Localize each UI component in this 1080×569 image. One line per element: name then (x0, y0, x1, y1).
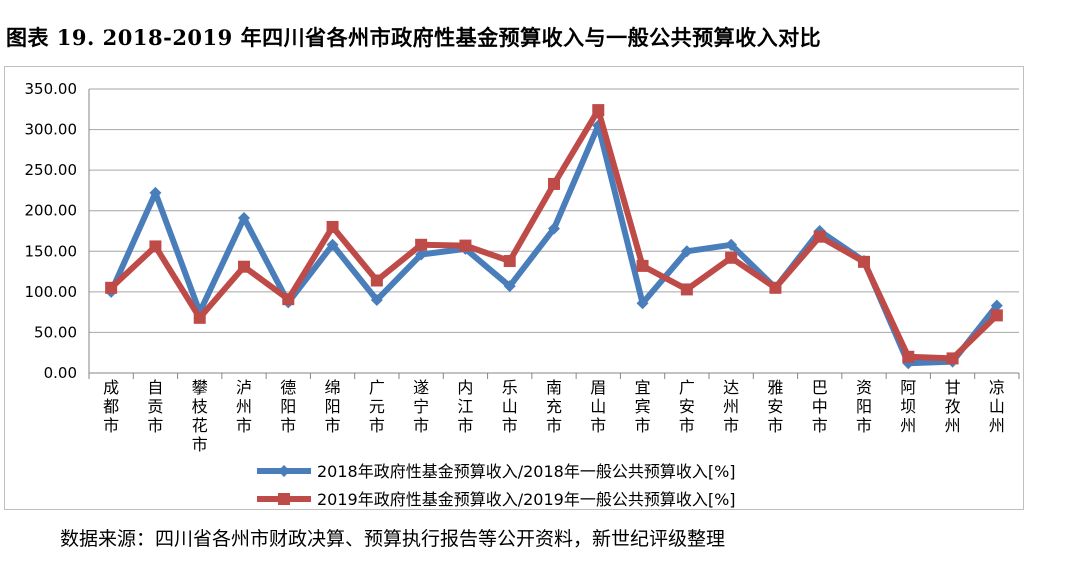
x-tick-label: 南充市 (546, 378, 562, 435)
data-point-2019 (902, 350, 915, 363)
data-point-2018 (149, 186, 162, 199)
data-point-2019 (105, 281, 118, 294)
x-tick-label: 广元市 (369, 378, 385, 435)
data-point-2019 (459, 239, 472, 252)
data-point-2019 (990, 309, 1003, 322)
data-point-2019 (725, 251, 738, 264)
data-point-2019 (370, 274, 383, 287)
data-point-2018 (415, 248, 428, 261)
x-tick-label: 遂宁市 (413, 378, 429, 435)
data-point-2018 (636, 297, 649, 310)
x-tick-label: 德阳市 (280, 378, 296, 435)
data-point-2018 (503, 280, 516, 293)
data-point-2019 (326, 220, 339, 233)
legend-marker-square (278, 493, 290, 505)
x-tick-label: 乐山市 (502, 378, 518, 435)
legend-marker-diamond (278, 465, 290, 477)
source-note: 数据来源：四川省各州市财政决算、预算执行报告等公开资料，新世纪评级整理 (60, 528, 726, 550)
chart-frame: 350.00 300.00 250.00 200.00 150.00 100.00 50.0… (4, 66, 1024, 510)
data-point-2019 (193, 311, 206, 324)
data-point-2019 (813, 230, 826, 243)
x-tick-label: 宜宾市 (635, 378, 651, 435)
y-tick-label: 350.00 (25, 80, 78, 98)
data-point-2019 (149, 240, 162, 253)
x-tick-label: 自贡市 (147, 378, 163, 435)
data-point-2018 (990, 299, 1003, 312)
y-tick-label: 100.00 (25, 283, 78, 301)
x-tick-label: 成都市 (103, 378, 119, 435)
data-point-2019 (592, 104, 605, 117)
x-tick-label: 凉山州 (989, 378, 1005, 435)
y-tick-label: 200.00 (25, 202, 78, 220)
data-point-2019 (548, 177, 560, 190)
data-point-2019 (680, 283, 693, 296)
x-tick-label: 泸州市 (236, 378, 252, 435)
data-point-2019 (415, 238, 428, 251)
x-tick-label: 雅安市 (767, 378, 783, 435)
x-tick-label: 巴中市 (812, 378, 828, 435)
data-point-2018 (370, 293, 383, 306)
y-tick-label: 300.00 (25, 121, 78, 139)
data-point-2018 (680, 245, 693, 258)
data-point-2019 (946, 352, 959, 365)
x-tick-label: 阿坝州 (900, 378, 916, 435)
x-tick-label: 资阳市 (856, 378, 872, 435)
data-point-2018 (725, 238, 738, 251)
data-point-2018 (548, 222, 560, 235)
x-tick-label: 广安市 (679, 378, 695, 435)
x-tick-label: 攀枝花市 (192, 378, 208, 454)
x-tick-label: 甘孜州 (945, 378, 961, 435)
line-chart: 350.00 300.00 250.00 200.00 150.00 100.00 50.0… (25, 80, 1020, 509)
series-line-1 (108, 122, 1000, 367)
figure-title: 图表 19. 2018-2019 年四川省各州市政府性基金预算收入与一般公共预算… (6, 25, 822, 50)
data-point-2018 (238, 212, 250, 225)
data-point-2019 (858, 255, 870, 268)
data-point-2019 (769, 281, 782, 294)
y-tick-label: 0.00 (44, 364, 77, 382)
x-tick-label: 眉山市 (590, 378, 606, 435)
legend-label-2: 2019年政府性基金预算收入/2019年一般公共预算收入[%] (317, 490, 736, 509)
data-point-2019 (503, 255, 516, 268)
x-tick-label: 达州市 (723, 378, 739, 435)
x-tick-label: 内江市 (457, 378, 473, 435)
y-tick-label: 150.00 (25, 242, 78, 260)
x-tick-label: 绵阳市 (325, 378, 341, 435)
data-point-2019 (238, 260, 250, 273)
legend-label-1: 2018年政府性基金预算收入/2018年一般公共预算收入[%] (317, 462, 736, 481)
data-point-2018 (326, 238, 339, 251)
data-point-2019 (636, 259, 649, 272)
y-tick-label: 50.00 (34, 323, 77, 341)
data-point-2019 (282, 293, 295, 306)
y-tick-label: 250.00 (25, 161, 78, 179)
